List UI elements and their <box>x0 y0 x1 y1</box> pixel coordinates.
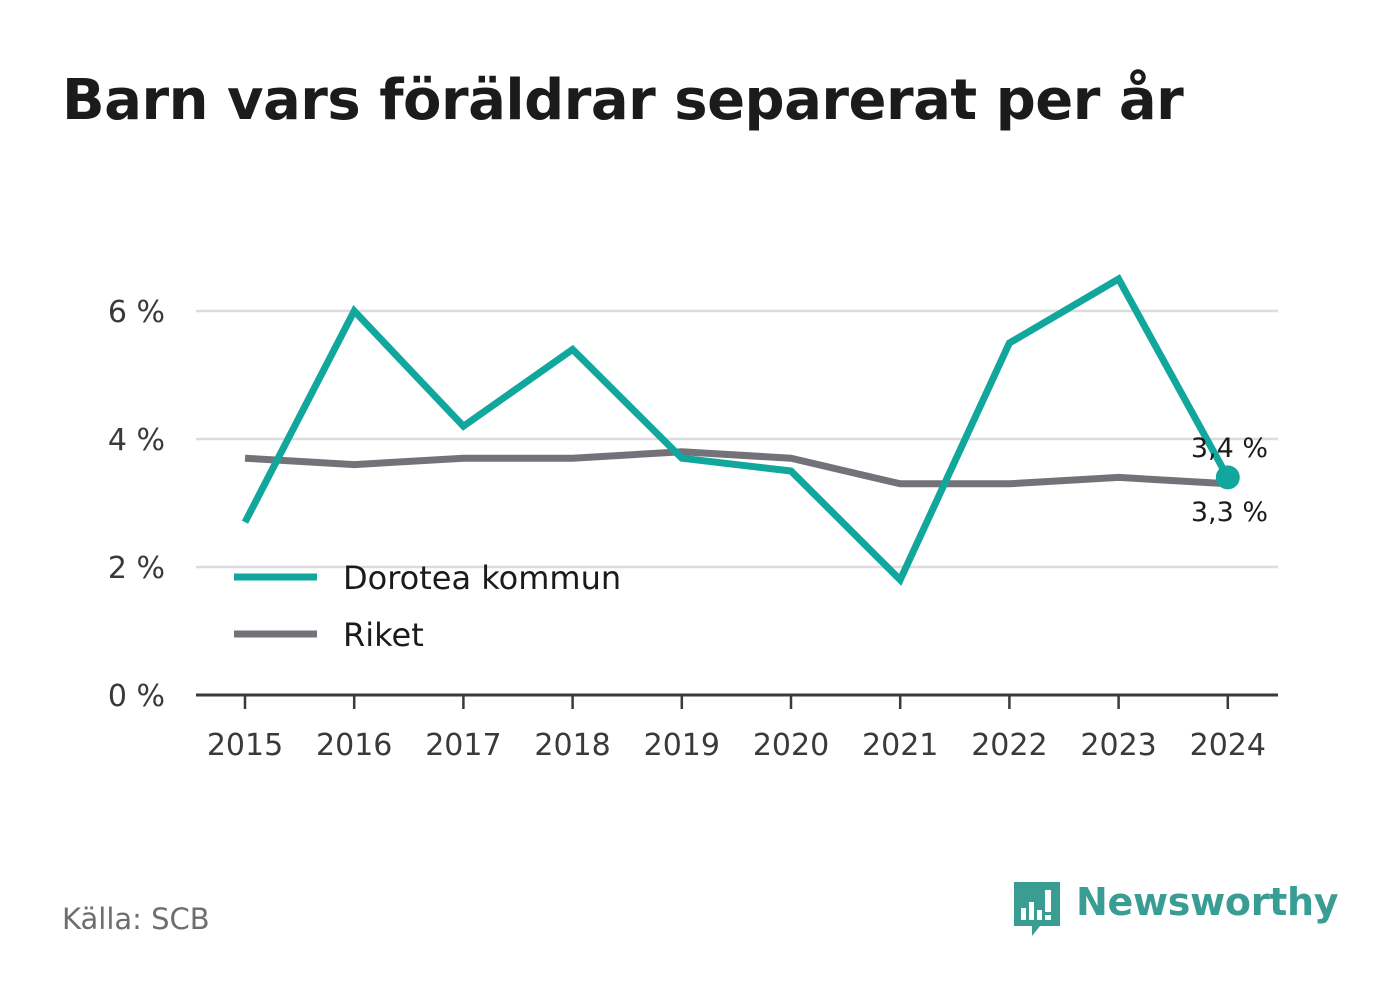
x-tick-label: 2017 <box>425 728 501 763</box>
brand-name: Newsworthy <box>1076 880 1339 924</box>
chart-title: Barn vars föräldrar separerat per år <box>62 68 1184 133</box>
series-line-riket <box>244 448 1229 488</box>
newsworthy-logo-icon <box>1014 882 1060 936</box>
end-label-riket: 3,3 % <box>1191 497 1268 528</box>
x-tick-label: 2022 <box>971 728 1047 763</box>
x-tick-label: 2019 <box>644 728 720 763</box>
legend: Dorotea kommun Riket <box>234 559 621 654</box>
y-tick-label: 4 % <box>108 423 165 458</box>
y-tick-label: 2 % <box>108 551 165 586</box>
series-lines <box>241 274 1240 586</box>
legend-label: Riket <box>343 616 424 654</box>
brand-logo: Newsworthy <box>1012 880 1339 940</box>
grid-lines <box>196 309 1278 569</box>
y-axis-labels: 0 % 2 % 4 % 6 % <box>108 295 165 714</box>
end-labels: 3,4 % 3,3 % <box>1191 433 1268 528</box>
x-tick-label: 2015 <box>207 728 283 763</box>
series-line-dorotea-kommun <box>241 274 1231 586</box>
end-label-dorotea: 3,4 % <box>1191 433 1268 464</box>
x-tick-label: 2023 <box>1080 728 1156 763</box>
y-tick-label: 6 % <box>108 295 165 330</box>
x-axis <box>196 693 1278 709</box>
legend-label: Dorotea kommun <box>343 559 621 597</box>
y-tick-label: 0 % <box>108 679 165 714</box>
source-note: Källa: SCB <box>62 902 210 936</box>
x-tick-label: 2020 <box>753 728 829 763</box>
x-tick-label: 2021 <box>862 728 938 763</box>
x-tick-label: 2018 <box>534 728 610 763</box>
x-axis-labels: 2015 2016 2017 2018 2019 2020 2021 2022 2023 2024 <box>207 728 1266 763</box>
x-tick-label: 2024 <box>1190 728 1266 763</box>
series-end-marker <box>1215 465 1240 490</box>
x-tick-label: 2016 <box>316 728 392 763</box>
